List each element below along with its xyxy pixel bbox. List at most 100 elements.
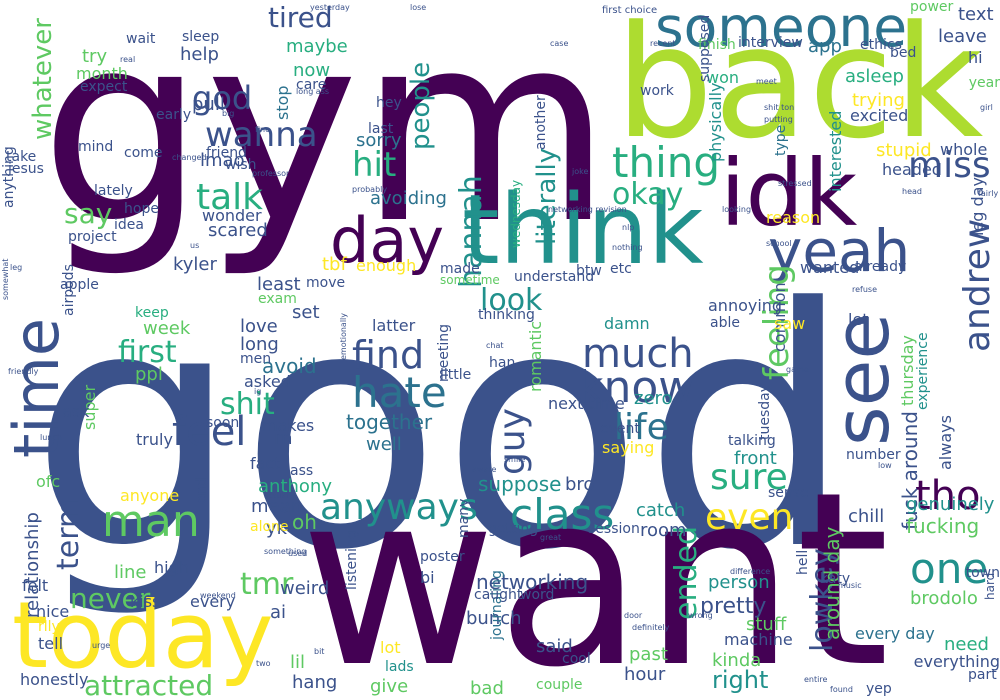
word-truly: truly (136, 430, 173, 449)
word-first: first (118, 335, 177, 370)
word-everything: everything (913, 652, 1000, 671)
word-kyler: kyler (173, 254, 217, 275)
word-airpods: airpods (61, 264, 77, 316)
word-wanted: wanted (800, 258, 860, 277)
word-bad: bad (470, 678, 504, 699)
word-anyways: anyways (320, 487, 478, 528)
word-door: door (624, 611, 643, 620)
word-project: project (68, 229, 117, 245)
word-end: end (194, 477, 210, 504)
word-physically: physically (706, 82, 725, 162)
word-type: type (773, 124, 789, 156)
word-interview: interview (738, 35, 803, 51)
word-tuesday: tuesday (757, 383, 773, 440)
word-number: number (846, 447, 901, 463)
word-always: always (936, 415, 955, 470)
word-many: many (456, 498, 472, 538)
word-annoying: annoying (708, 296, 783, 315)
word-early: early (156, 107, 192, 123)
word-fucking: fucking (906, 514, 980, 538)
word-recent: recent (650, 39, 676, 48)
word-hi: hi (968, 48, 983, 67)
word-rlly: rlly (38, 619, 60, 635)
word-every: every (190, 592, 236, 611)
word-wonder: wonder (202, 206, 262, 225)
word-every-day: every day (855, 624, 935, 643)
word-listening: listening (344, 530, 360, 590)
word-people: people (406, 61, 436, 150)
word-tho: tho (915, 473, 981, 519)
word-power: power (910, 0, 954, 15)
word-jesus: jesus (8, 161, 44, 177)
word-oh: oh (292, 510, 317, 534)
word-understand: understand (514, 269, 595, 285)
word-least: least (257, 274, 301, 295)
word-definitely: definitely (632, 623, 670, 632)
word-pull: pull (192, 94, 225, 115)
word-wanna: wanna (205, 115, 318, 155)
word-man: man (102, 496, 200, 547)
word-idk: idk (720, 140, 858, 247)
word-long-ass: long ass (296, 87, 330, 96)
word-found: found (830, 685, 853, 694)
word-nothing: nothing (612, 243, 643, 252)
word-tbf: tbf (322, 254, 347, 275)
word-nlp: nlp (622, 223, 635, 232)
word-trying: trying (852, 90, 905, 111)
word-damn: damn (604, 314, 650, 333)
word-maybe: maybe (286, 36, 348, 57)
word-aware: aware (472, 465, 497, 474)
word-anything: anything (1, 146, 17, 208)
word-katy: katy (820, 571, 851, 587)
word-headed: headed (882, 160, 942, 179)
word-probably: probably (352, 185, 388, 194)
word-sleep: sleep (182, 29, 220, 45)
word-bi: bi (420, 568, 435, 587)
word-wrong: wrong (688, 611, 713, 620)
word-chill: chill (848, 506, 885, 527)
word-month: month (76, 64, 128, 83)
word-couple: couple (536, 677, 583, 693)
word-smile: smile (504, 455, 526, 464)
word-meet: meet (756, 77, 777, 86)
word-sense: sense (768, 485, 809, 501)
word-ass: ass (290, 463, 314, 479)
word-hour: hour (624, 664, 666, 685)
word-game: game (786, 365, 809, 374)
word-wait: wait (126, 31, 156, 47)
word-line: line (114, 562, 147, 583)
word-excited: excited (850, 106, 909, 125)
word-big: big (222, 109, 235, 118)
word-person: person (708, 572, 770, 593)
word-think: think (462, 174, 704, 286)
word-stupid: stupid (876, 140, 932, 161)
word-leg-day: leg day (968, 177, 987, 236)
word-makes: makes (262, 416, 315, 435)
word-suppose: suppose (478, 472, 562, 496)
word-leg: leg (10, 263, 23, 272)
word-app: app (808, 36, 842, 57)
word-great: great (540, 533, 562, 542)
word-word: word (520, 587, 555, 603)
word-together: together (346, 410, 433, 434)
word-catch: catch (636, 500, 686, 521)
word-never: never (70, 582, 151, 615)
word-bit: bit (314, 647, 325, 656)
word-set: set (292, 302, 320, 323)
word-lunch: lunch (40, 433, 62, 442)
word-men: men (240, 351, 272, 367)
word-felt: felt (22, 576, 49, 595)
word-sorry: sorry (356, 130, 402, 151)
word-another: another (533, 95, 549, 150)
word-tell: tell (38, 634, 64, 653)
word-god: god (192, 79, 253, 117)
word-supposed: supposed (697, 14, 713, 82)
word-lose: lose (410, 3, 427, 12)
word-enough: enough (356, 256, 417, 275)
word-weekend: weekend (200, 591, 236, 600)
word-case: case (550, 39, 569, 48)
word-life: life (614, 407, 669, 448)
word-part: part (968, 667, 997, 683)
word-professor: professor (252, 169, 290, 178)
word-girl: girl (980, 103, 993, 112)
